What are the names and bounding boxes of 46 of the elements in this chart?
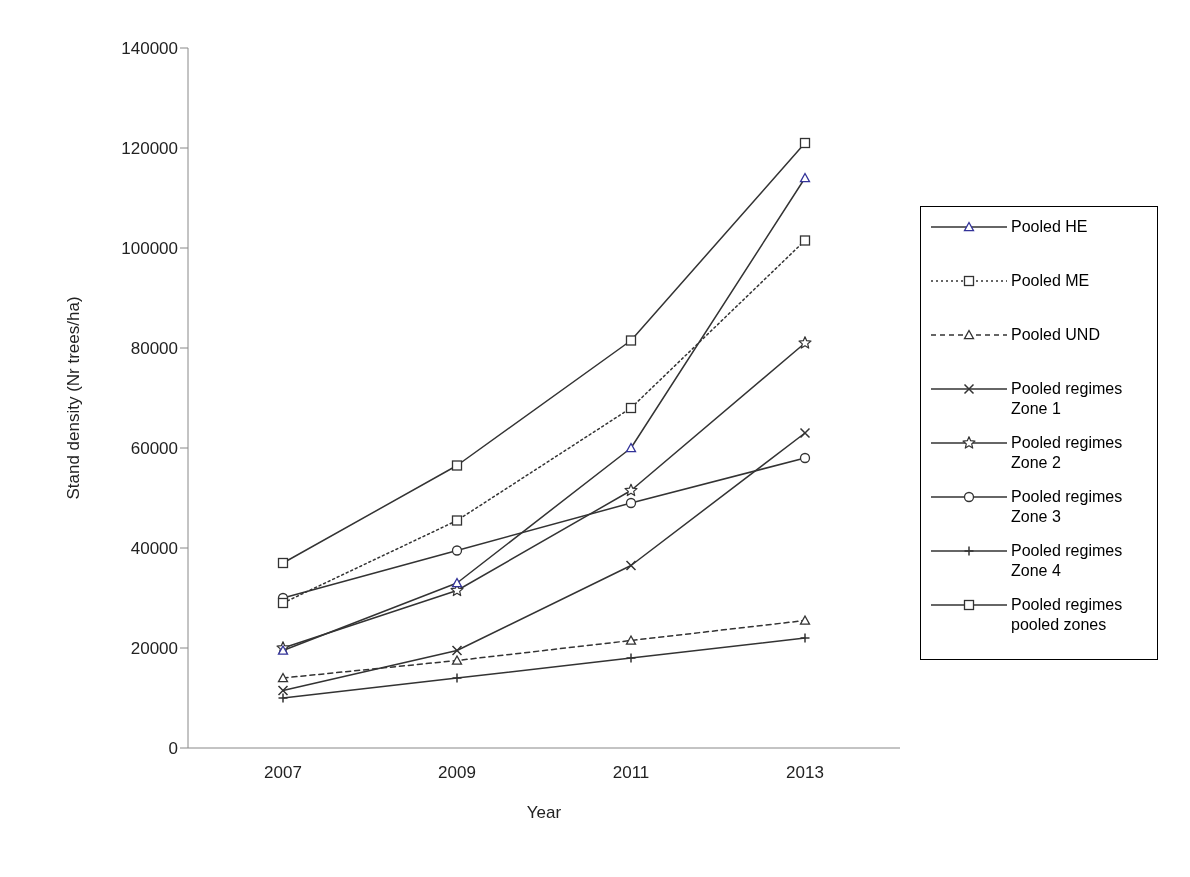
point — [625, 560, 637, 571]
y-tick-label: 40000 — [130, 539, 178, 559]
y-tick-label: 120000 — [121, 139, 178, 159]
point — [451, 655, 463, 665]
legend-label: Pooled regimes Zone 3 — [1011, 487, 1124, 527]
point — [625, 402, 637, 414]
y-tick-label: 80000 — [130, 339, 178, 359]
point — [799, 235, 811, 246]
legend-label: Pooled UND — [1011, 325, 1100, 345]
point — [277, 597, 289, 609]
point — [625, 335, 637, 346]
point — [799, 427, 811, 439]
point — [277, 557, 289, 569]
y-tick-label: 60000 — [130, 439, 178, 459]
point — [799, 615, 811, 625]
point — [798, 336, 812, 349]
point — [277, 645, 289, 655]
point — [799, 452, 811, 464]
x-tick-label: 2011 — [612, 763, 650, 783]
point — [451, 515, 463, 526]
point — [277, 672, 289, 683]
point — [451, 645, 463, 656]
point — [625, 442, 637, 453]
point — [451, 577, 463, 588]
y-tick-label: 0 — [168, 739, 178, 759]
legend-label: Pooled regimes Zone 2 — [1011, 433, 1124, 473]
x-tick-label: 2013 — [786, 763, 824, 783]
point — [451, 460, 463, 471]
legend-label: Pooled regimes pooled zones — [1011, 595, 1124, 635]
point — [625, 497, 637, 509]
x-tick-label: 2009 — [438, 763, 476, 783]
y-tick-label: 140000 — [121, 39, 178, 59]
legend-label: Pooled regimes Zone 4 — [1011, 541, 1124, 581]
y-tick-label: 100000 — [121, 239, 178, 259]
x-tick-label: 2007 — [264, 763, 302, 783]
legend-label: Pooled HE — [1011, 217, 1088, 237]
x-axis-title: Year — [526, 803, 562, 822]
y-axis-title: Stand density (Nr trees/ha) — [64, 296, 84, 500]
legend-label: Pooled ME — [1011, 271, 1090, 291]
point — [624, 483, 638, 497]
legend-label: Pooled regimes Zone 1 — [1011, 379, 1124, 419]
point — [625, 635, 637, 645]
point — [799, 137, 811, 149]
point — [799, 172, 811, 183]
point — [451, 545, 463, 556]
y-tick-label: 20000 — [130, 639, 178, 659]
